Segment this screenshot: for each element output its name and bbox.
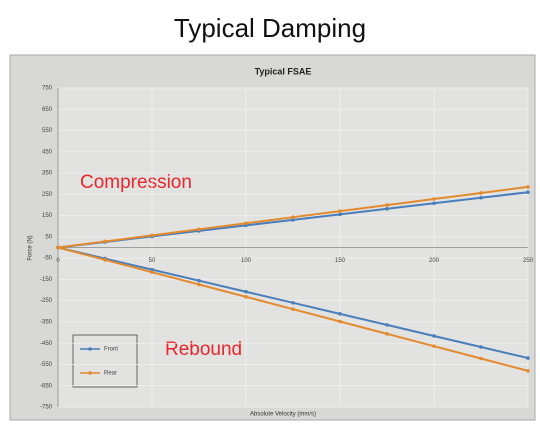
point	[526, 369, 530, 373]
point	[291, 218, 295, 222]
legend-marker	[88, 347, 92, 351]
point	[385, 203, 389, 207]
point	[479, 195, 483, 200]
y-tick-label: 250	[42, 192, 53, 198]
x-axis-title: Absolute Velocity (mm/s)	[250, 412, 316, 418]
point	[385, 323, 389, 327]
point	[150, 233, 154, 238]
point	[244, 221, 248, 226]
point	[197, 278, 201, 283]
legend-label: Rear	[104, 371, 117, 377]
y-tick-label: -50	[43, 256, 52, 262]
point	[338, 212, 342, 217]
x-tick-label: 150	[335, 258, 346, 264]
point	[150, 267, 154, 272]
point	[338, 312, 342, 316]
y-tick-label: 150	[42, 213, 53, 219]
y-tick-label: -550	[40, 362, 53, 368]
point	[56, 245, 60, 250]
point	[526, 356, 530, 360]
point	[244, 289, 248, 294]
y-tick-label: -650	[40, 383, 53, 389]
y-tick-label: -450	[40, 341, 53, 347]
x-tick-label: 100	[241, 258, 252, 264]
y-tick-label: 350	[42, 171, 53, 177]
point	[291, 215, 295, 219]
point	[103, 239, 107, 244]
point	[338, 209, 342, 213]
y-tick-label: -350	[40, 320, 53, 326]
y-tick-label: -750	[40, 405, 53, 411]
point	[432, 197, 436, 201]
point	[338, 319, 342, 324]
x-tick-label: 200	[429, 258, 440, 264]
point	[291, 307, 295, 311]
y-tick-label: 750	[42, 86, 53, 92]
legend-marker	[88, 371, 92, 375]
y-tick-label: 550	[42, 128, 53, 134]
point	[197, 282, 201, 287]
y-tick-label: 650	[42, 107, 53, 113]
annotation: Rebound	[165, 339, 242, 360]
legend-box	[72, 334, 138, 388]
point	[526, 185, 530, 189]
point	[150, 270, 154, 274]
point	[291, 300, 295, 305]
point	[244, 295, 248, 299]
point	[479, 191, 483, 195]
x-tick-label: 250	[523, 258, 534, 264]
legend-label: Front	[104, 347, 118, 353]
point	[385, 206, 389, 211]
point	[432, 201, 436, 206]
y-tick-label: -150	[40, 277, 53, 283]
point	[432, 344, 436, 348]
chart-title: Typical FSAE	[255, 66, 312, 76]
y-axis-title: Force (N)	[28, 235, 34, 260]
point	[385, 332, 389, 336]
y-tick-label: 50	[45, 234, 52, 240]
point	[479, 345, 483, 349]
point	[479, 356, 483, 361]
y-tick-label: 450	[42, 149, 53, 155]
point	[103, 258, 107, 262]
y-tick-label: -250	[40, 298, 53, 304]
point	[432, 334, 436, 338]
point	[197, 227, 201, 232]
x-tick-label: 50	[149, 258, 156, 264]
slide-title: Typical Damping	[174, 13, 366, 43]
point	[526, 190, 530, 195]
annotation: Compression	[80, 172, 192, 193]
